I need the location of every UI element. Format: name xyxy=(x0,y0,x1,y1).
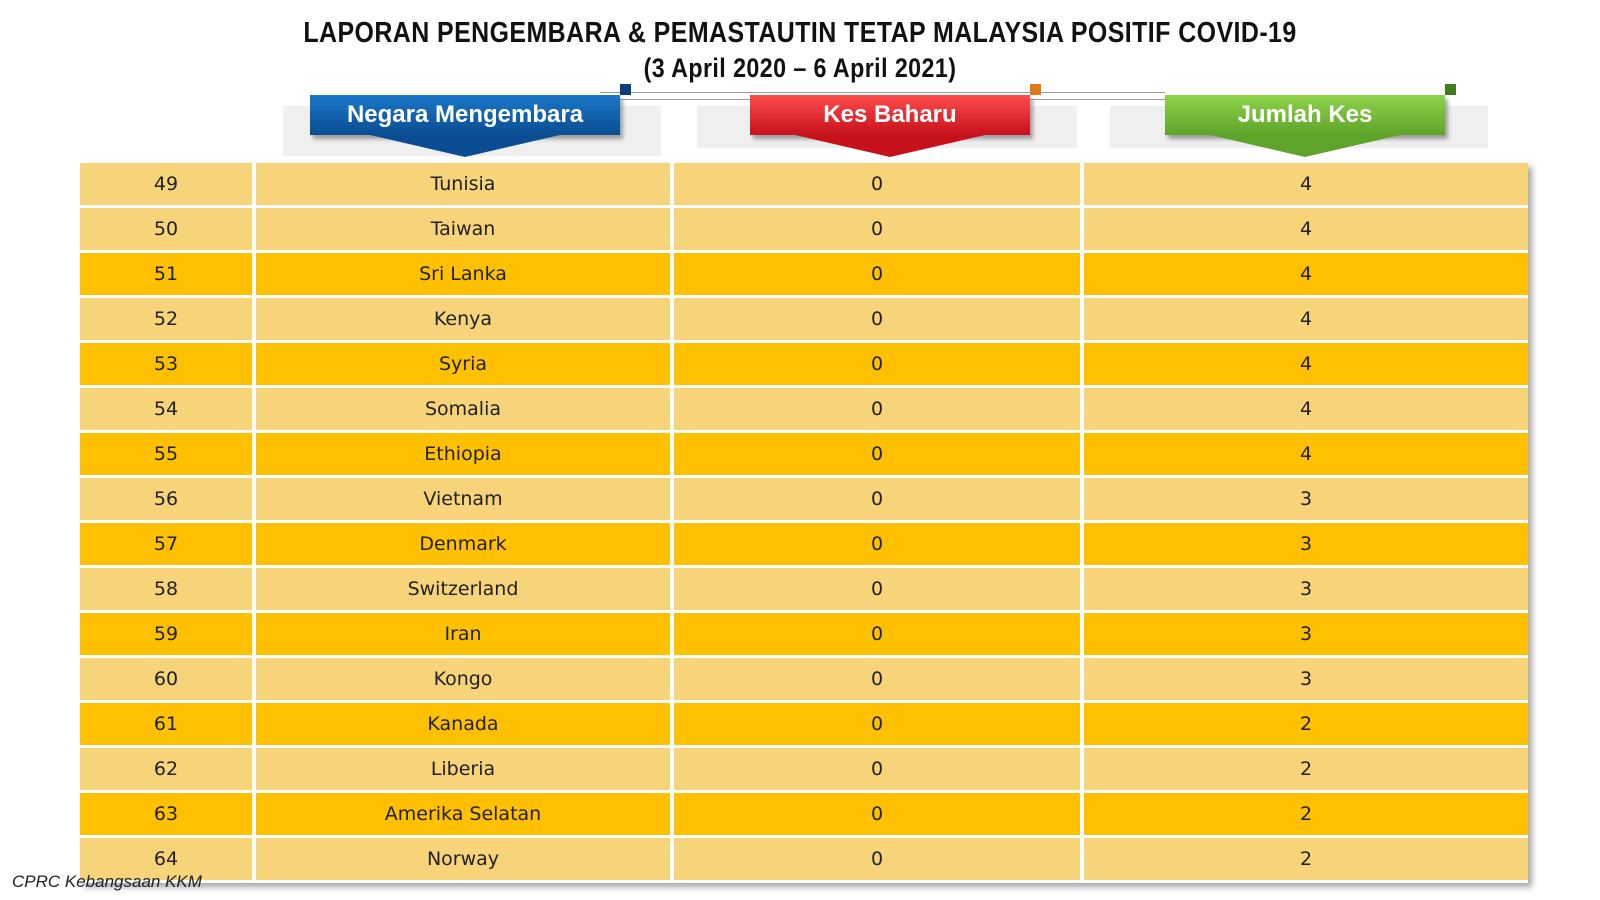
row-number-cell: 62 xyxy=(80,746,256,793)
new-cases-cell: 0 xyxy=(672,566,1084,613)
new-cases-cell: 0 xyxy=(672,476,1084,523)
new-cases-column-header: Kes Baharu xyxy=(750,84,1041,157)
total-cases-column-header: Jumlah Kes xyxy=(1165,84,1456,157)
ribbon-arrow-icon xyxy=(795,135,985,157)
total-cases-cell: 2 xyxy=(1082,746,1528,793)
table-row: 53 Syria 0 4 xyxy=(80,341,1528,388)
table-row: 49 Tunisia 0 4 xyxy=(80,163,1528,208)
table-row: 58 Switzerland 0 3 xyxy=(80,566,1528,613)
country-cell: Somalia xyxy=(254,386,674,433)
report-date-range: (3 April 2020 – 6 April 2021) xyxy=(643,53,957,83)
table-row: 63 Amerika Selatan 0 2 xyxy=(80,791,1528,838)
country-cell: Norway xyxy=(254,836,674,883)
table-row: 52 Kenya 0 4 xyxy=(80,296,1528,343)
new-cases-header-label: Kes Baharu xyxy=(823,101,957,128)
ribbon-fold-icon xyxy=(620,84,631,95)
row-number-cell: 49 xyxy=(80,163,256,208)
country-cell: Amerika Selatan xyxy=(254,791,674,838)
country-cell: Syria xyxy=(254,341,674,388)
new-cases-cell: 0 xyxy=(672,521,1084,568)
total-cases-cell: 3 xyxy=(1082,476,1528,523)
total-cases-cell: 3 xyxy=(1082,656,1528,703)
new-cases-cell: 0 xyxy=(672,296,1084,343)
country-cell: Kanada xyxy=(254,701,674,748)
country-cell: Iran xyxy=(254,611,674,658)
new-cases-cell: 0 xyxy=(672,656,1084,703)
total-cases-cell: 3 xyxy=(1082,566,1528,613)
new-cases-cell: 0 xyxy=(672,746,1084,793)
report-title: LAPORAN PENGEMBARA & PEMASTAUTIN TETAP M… xyxy=(303,17,1297,49)
row-number-cell: 53 xyxy=(80,341,256,388)
row-number-cell: 51 xyxy=(80,251,256,298)
country-cell: Taiwan xyxy=(254,206,674,253)
new-cases-cell: 0 xyxy=(672,206,1084,253)
new-cases-cell: 0 xyxy=(672,163,1084,208)
table-row: 60 Kongo 0 3 xyxy=(80,656,1528,703)
row-number-cell: 59 xyxy=(80,611,256,658)
new-cases-cell: 0 xyxy=(672,701,1084,748)
ribbon-fold-icon xyxy=(1030,84,1041,95)
country-cell: Ethiopia xyxy=(254,431,674,478)
table-row: 54 Somalia 0 4 xyxy=(80,386,1528,433)
table-row: 62 Liberia 0 2 xyxy=(80,746,1528,793)
row-number-cell: 50 xyxy=(80,206,256,253)
cases-table-body: 49 Tunisia 0 4 50 Taiwan 0 4 51 Sri Lanka 0 4 52 Keny… xyxy=(80,163,1528,883)
row-number-cell: 64 xyxy=(80,836,256,883)
total-cases-cell: 4 xyxy=(1082,296,1528,343)
country-column-header: Negara Mengembara xyxy=(310,84,631,157)
total-cases-cell: 4 xyxy=(1082,431,1528,478)
new-cases-cell: 0 xyxy=(672,386,1084,433)
table-row: 55 Ethiopia 0 4 xyxy=(80,431,1528,478)
new-cases-cell: 0 xyxy=(672,251,1084,298)
table-row: 64 Norway 0 2 xyxy=(80,836,1528,883)
ribbon-arrow-icon xyxy=(1210,135,1400,157)
total-cases-cell: 2 xyxy=(1082,791,1528,838)
country-cell: Kongo xyxy=(254,656,674,703)
country-cell: Denmark xyxy=(254,521,674,568)
ribbon-fold-icon xyxy=(1445,84,1456,95)
row-number-cell: 60 xyxy=(80,656,256,703)
row-number-cell: 54 xyxy=(80,386,256,433)
row-number-cell: 52 xyxy=(80,296,256,343)
row-number-cell: 63 xyxy=(80,791,256,838)
table-row: 57 Denmark 0 3 xyxy=(80,521,1528,568)
table-row: 56 Vietnam 0 3 xyxy=(80,476,1528,523)
total-cases-cell: 4 xyxy=(1082,206,1528,253)
country-cell: Switzerland xyxy=(254,566,674,613)
total-cases-header-label: Jumlah Kes xyxy=(1237,101,1373,128)
total-cases-cell: 3 xyxy=(1082,611,1528,658)
new-cases-cell: 0 xyxy=(672,791,1084,838)
row-number-cell: 58 xyxy=(80,566,256,613)
country-cell: Vietnam xyxy=(254,476,674,523)
country-cell: Liberia xyxy=(254,746,674,793)
total-cases-cell: 2 xyxy=(1082,836,1528,883)
country-cell: Sri Lanka xyxy=(254,251,674,298)
new-cases-cell: 0 xyxy=(672,341,1084,388)
row-number-cell: 55 xyxy=(80,431,256,478)
country-cell: Kenya xyxy=(254,296,674,343)
ribbon-arrow-icon xyxy=(370,135,560,157)
total-cases-cell: 3 xyxy=(1082,521,1528,568)
row-number-cell: 57 xyxy=(80,521,256,568)
table-row: 50 Taiwan 0 4 xyxy=(80,206,1528,253)
row-number-cell: 61 xyxy=(80,701,256,748)
table-row: 59 Iran 0 3 xyxy=(80,611,1528,658)
total-cases-cell: 4 xyxy=(1082,341,1528,388)
new-cases-cell: 0 xyxy=(672,611,1084,658)
total-cases-cell: 4 xyxy=(1082,163,1528,208)
total-cases-cell: 4 xyxy=(1082,386,1528,433)
table-row: 51 Sri Lanka 0 4 xyxy=(80,251,1528,298)
total-cases-cell: 2 xyxy=(1082,701,1528,748)
row-number-cell: 56 xyxy=(80,476,256,523)
total-cases-cell: 4 xyxy=(1082,251,1528,298)
table-row: 61 Kanada 0 2 xyxy=(80,701,1528,748)
cases-table: 49 Tunisia 0 4 50 Taiwan 0 4 51 Sri Lanka 0 4 52 Keny… xyxy=(80,163,1528,883)
country-header-label: Negara Mengembara xyxy=(346,101,584,128)
new-cases-cell: 0 xyxy=(672,431,1084,478)
source-credit: CPRC Kebangsaan KKM xyxy=(12,872,202,891)
country-cell: Tunisia xyxy=(254,163,674,208)
new-cases-cell: 0 xyxy=(672,836,1084,883)
